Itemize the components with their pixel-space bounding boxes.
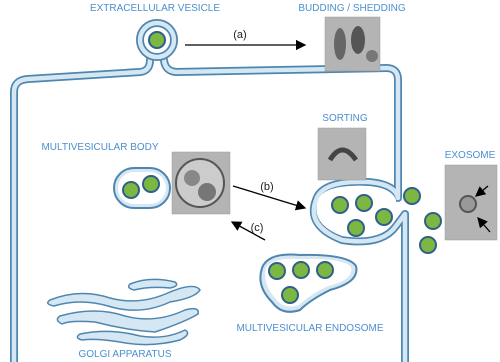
label: GOLGI APPARATUS	[79, 349, 172, 360]
label: BUDDING / SHEDDING	[298, 3, 405, 14]
label: (c)	[251, 222, 264, 234]
label: MULTIVESICULAR ENDOSOME	[236, 323, 383, 334]
multivesicular-endosome	[259, 253, 358, 313]
golgi	[47, 278, 201, 346]
arrows	[185, 39, 307, 241]
multivesicular-body	[113, 167, 171, 209]
fusing-mvb-vesicles	[331, 187, 442, 254]
vesicle	[148, 31, 166, 49]
label: EXTRACELLULAR VESICLE	[90, 3, 220, 14]
label: MULTIVESICULAR BODY	[41, 142, 158, 153]
label: (a)	[233, 29, 246, 41]
label: (b)	[260, 181, 273, 193]
label: SORTING	[322, 113, 368, 124]
micrographs	[171, 16, 498, 241]
label: EXOSOME	[445, 150, 496, 161]
